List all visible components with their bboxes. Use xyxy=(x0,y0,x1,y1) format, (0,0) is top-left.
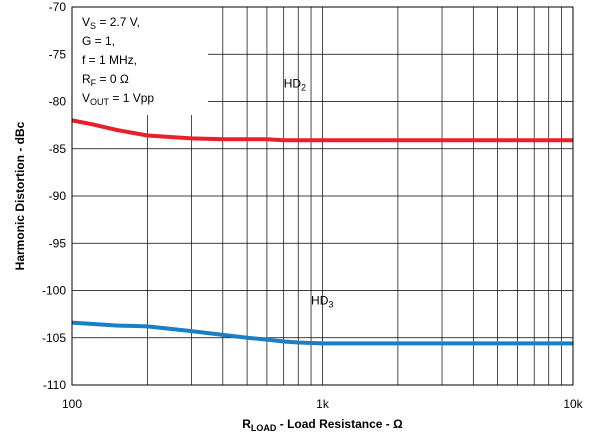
x-axis-title-main: R xyxy=(242,417,251,431)
y-tick-label: -70 xyxy=(49,0,67,14)
x-axis-title-sub: LOAD xyxy=(251,423,277,433)
series-label-1: HD2 xyxy=(284,76,306,92)
series-lines xyxy=(71,118,573,346)
x-tick-labels: 100 1k 10k xyxy=(62,397,584,411)
y-tick-label: -85 xyxy=(49,142,67,156)
condition-line-5: VOUT = 1 Vpp xyxy=(82,91,154,107)
y-tick-label: -95 xyxy=(49,236,67,250)
y-tick-label: -90 xyxy=(49,189,67,203)
condition-line-3: f = 1 MHz, xyxy=(82,53,137,67)
x-axis-title: RLOAD - Load Resistance - Ω xyxy=(242,417,403,433)
conditions-box xyxy=(72,7,208,115)
y-tick-label: -80 xyxy=(49,95,67,109)
series-line-2 xyxy=(71,320,573,346)
x-tick-label: 1k xyxy=(316,397,330,411)
y-axis-title: Harmonic Distortion - dBc xyxy=(13,121,27,270)
conditions-text: VS = 2.7 V, G = 1, f = 1 MHz, RF = 0 Ω VOUT … xyxy=(82,15,154,107)
y-tick-labels: -70 -75 -80 -85 -90 -95 -100 -105 -110 xyxy=(42,0,66,392)
condition-line-4: RF = 0 Ω xyxy=(82,72,129,88)
series-labels: HD2 HD3 xyxy=(284,76,334,309)
x-axis-title-rest: - Load Resistance - Ω xyxy=(276,417,403,431)
grid-lines xyxy=(72,7,573,385)
y-tick-label: -110 xyxy=(43,378,66,392)
plot-frame xyxy=(71,6,574,386)
y-tick-label: -100 xyxy=(42,284,66,298)
y-tick-label: -105 xyxy=(42,331,66,345)
series-label-2: HD3 xyxy=(311,294,333,310)
x-tick-label: 100 xyxy=(62,397,82,411)
x-tick-label: 10k xyxy=(563,397,583,411)
series-line-1 xyxy=(71,118,573,143)
condition-line-1: VS = 2.7 V, xyxy=(82,15,140,31)
y-tick-label: -75 xyxy=(49,47,67,61)
condition-line-2: G = 1, xyxy=(82,34,115,48)
